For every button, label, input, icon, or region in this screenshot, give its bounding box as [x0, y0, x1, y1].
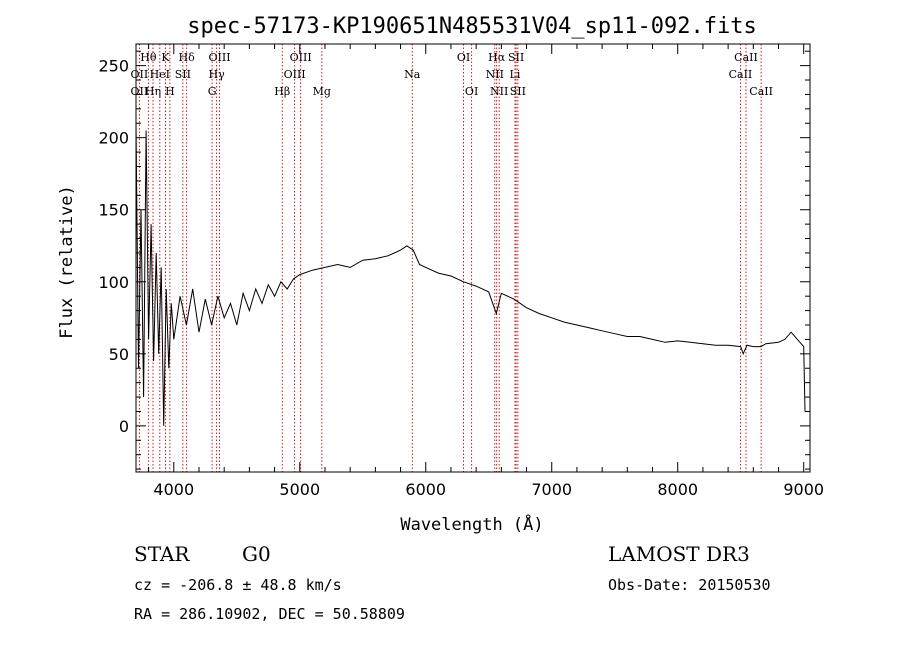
- x-tick-label: 9000: [783, 480, 824, 499]
- chart-title: spec-57173-KP190651N485531V04_sp11-092.f…: [187, 14, 757, 39]
- y-tick-label: 0: [119, 417, 129, 436]
- line-annotation: Hδ: [179, 51, 196, 64]
- line-annotation: OII: [131, 68, 149, 81]
- line-annotation: SII: [510, 85, 526, 98]
- x-tick-label: 5000: [279, 480, 320, 499]
- y-ticks-group: 0 50 100 150 200 250: [98, 50, 810, 470]
- line-annotation: Mg: [313, 85, 331, 98]
- line-annotation: CaII: [734, 51, 758, 64]
- x-tick-label: 8000: [657, 480, 698, 499]
- spectrum-line: [135, 123, 806, 426]
- line-annotation: Hγ: [209, 68, 226, 81]
- x-tick-label: 4000: [153, 480, 194, 499]
- line-annotation: NII: [486, 68, 504, 81]
- line-annotation: OI: [457, 51, 470, 64]
- line-annotation: HeI: [150, 68, 170, 81]
- line-annotation: OII: [131, 85, 149, 98]
- y-axis-label: Flux (relative): [57, 185, 77, 339]
- line-annotation: OI: [465, 85, 478, 98]
- y-tick-label: 100: [98, 273, 129, 292]
- line-annotation: Hη: [145, 85, 161, 98]
- y-tick-label: 250: [98, 57, 129, 76]
- line-annotation: H: [165, 85, 175, 98]
- object-subclass: G0: [242, 542, 271, 566]
- ra-dec: RA = 286.10902, DEC = 50.58809: [134, 605, 405, 623]
- line-annotation: Hθ: [140, 51, 157, 64]
- plot-frame: [135, 43, 811, 473]
- line-annotation: CaII: [729, 68, 753, 81]
- line-annotation: SII: [175, 68, 191, 81]
- y-tick-label: 150: [98, 201, 129, 220]
- y-tick-label: 50: [109, 345, 129, 364]
- y-tick-label: 200: [98, 129, 129, 148]
- line-annotation: SII: [508, 51, 524, 64]
- line-annotation: NII: [490, 85, 508, 98]
- line-markers-group: [138, 44, 762, 472]
- series-group: [135, 123, 806, 426]
- line-annotation: OIII: [290, 51, 312, 64]
- obs-date: Obs-Date: 20150530: [608, 576, 771, 594]
- line-annotation: Hβ: [274, 85, 290, 98]
- line-annotation: Na: [404, 68, 421, 81]
- line-annotation: Hα: [488, 51, 506, 64]
- object-class: STAR: [134, 542, 190, 566]
- line-annotation: K: [161, 51, 170, 64]
- line-annotation: Li: [510, 68, 521, 81]
- x-tick-label: 7000: [531, 480, 572, 499]
- x-tick-label: 6000: [405, 480, 446, 499]
- line-annotation: OIII: [284, 68, 306, 81]
- line-annotation: OIII: [208, 51, 230, 64]
- x-axis-label: Wavelength (Å): [400, 513, 543, 535]
- line-annotation: G: [208, 85, 217, 98]
- line-annotation: CaII: [749, 85, 773, 98]
- redshift-cz: cz = -206.8 ± 48.8 km/s: [134, 576, 342, 594]
- x-ticks-group: 4000 5000 6000 7000 8000 9000: [148, 44, 824, 499]
- survey-label: LAMOST DR3: [608, 542, 750, 566]
